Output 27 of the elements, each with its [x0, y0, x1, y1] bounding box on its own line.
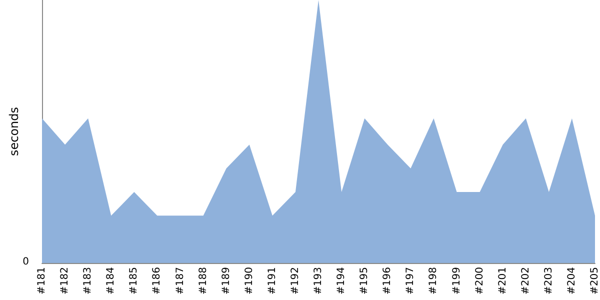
x-tick-label: #187	[174, 267, 186, 294]
y-axis-title: seconds	[7, 106, 21, 156]
x-tick-label: #197	[405, 267, 416, 294]
x-tick-label: #193	[313, 267, 324, 294]
x-tick-label: #189	[220, 267, 232, 294]
x-tick-label: #188	[198, 267, 209, 294]
x-tick-label: #202	[520, 267, 532, 294]
x-tick-label: #186	[152, 267, 163, 294]
x-tick-label: #199	[451, 267, 462, 294]
x-tick-label: #190	[244, 267, 255, 294]
text: 0	[22, 256, 29, 268]
x-tick-label: #205	[590, 267, 600, 294]
x-tick-label: #194	[336, 267, 348, 294]
x-tick-label: #203	[543, 267, 554, 294]
x-tick-label: #191	[266, 267, 278, 294]
x-tick-label: #200	[474, 267, 486, 294]
x-tick-label: #204	[566, 267, 578, 294]
x-tick-label: #183	[82, 267, 94, 294]
x-tick-label: #192	[290, 267, 301, 294]
x-tick-label: #181	[36, 267, 48, 294]
x-tick-label: #198	[428, 267, 440, 294]
x-tick-label: #184	[106, 267, 117, 294]
x-tick-label: #185	[128, 267, 140, 294]
x-tick-label: #201	[497, 267, 508, 294]
x-tick-label: #195	[359, 267, 370, 294]
x-tick-label: #182	[60, 267, 71, 294]
x-tick-label: #196	[382, 267, 394, 294]
